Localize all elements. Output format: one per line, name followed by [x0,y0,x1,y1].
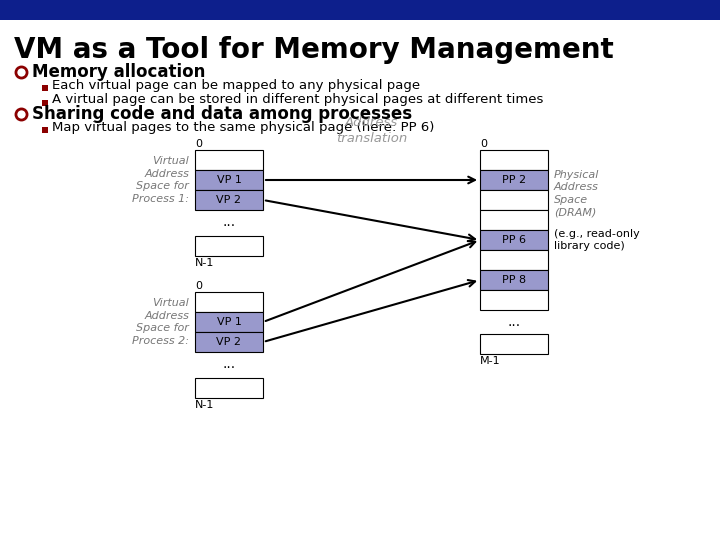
Bar [195,236,263,256]
Text: Virtual
Address
Space for
Process 1:: Virtual Address Space for Process 1: [132,157,189,204]
Text: ...: ... [222,357,235,371]
Text: VM as a Tool for Memory Management: VM as a Tool for Memory Management [14,36,613,64]
Bar [480,210,548,230]
Bar [195,292,263,312]
Bar [195,150,263,170]
Bar [480,290,548,310]
Bar [480,270,548,290]
Bar [195,332,263,352]
Bar [195,312,263,332]
Text: ...: ... [222,215,235,229]
Text: Virtual
Address
Space for
Process 2:: Virtual Address Space for Process 2: [132,299,189,346]
Text: A virtual page can be stored in different physical pages at different times: A virtual page can be stored in differen… [52,93,544,106]
Text: Each virtual page can be mapped to any physical page: Each virtual page can be mapped to any p… [52,78,420,91]
Text: PP 8: PP 8 [502,275,526,285]
Text: Sharing code and data among processes: Sharing code and data among processes [32,105,412,123]
Text: Physical
Address
Space
(DRAM): Physical Address Space (DRAM) [554,170,599,217]
Bar [480,334,548,354]
Text: PP 2: PP 2 [502,175,526,185]
Text: N-1: N-1 [195,400,215,410]
Text: Map virtual pages to the same physical page (here: PP 6): Map virtual pages to the same physical p… [52,120,434,133]
Text: M-1: M-1 [480,356,500,366]
Text: VP 2: VP 2 [217,337,241,347]
Bar [480,250,548,270]
Bar [480,150,548,170]
Bar [480,170,548,190]
Bar [480,230,548,250]
Bar [195,190,263,210]
Bar [42,127,48,133]
Text: 0: 0 [195,139,202,149]
Text: PP 6: PP 6 [502,235,526,245]
Bar [0,0,720,20]
Bar [195,378,263,398]
Text: Address
translation: Address translation [336,116,407,145]
Text: Memory allocation: Memory allocation [32,63,205,81]
Text: 0: 0 [195,281,202,291]
Text: (e.g., read-only
library code): (e.g., read-only library code) [554,229,640,251]
Text: VP 1: VP 1 [217,317,241,327]
Bar [42,100,48,106]
Text: ...: ... [508,315,521,329]
Text: 0: 0 [480,139,487,149]
Text: VP 1: VP 1 [217,175,241,185]
Bar [195,170,263,190]
Text: VP 2: VP 2 [217,195,241,205]
Bar [42,85,48,91]
Bar [480,190,548,210]
Text: N-1: N-1 [195,258,215,268]
